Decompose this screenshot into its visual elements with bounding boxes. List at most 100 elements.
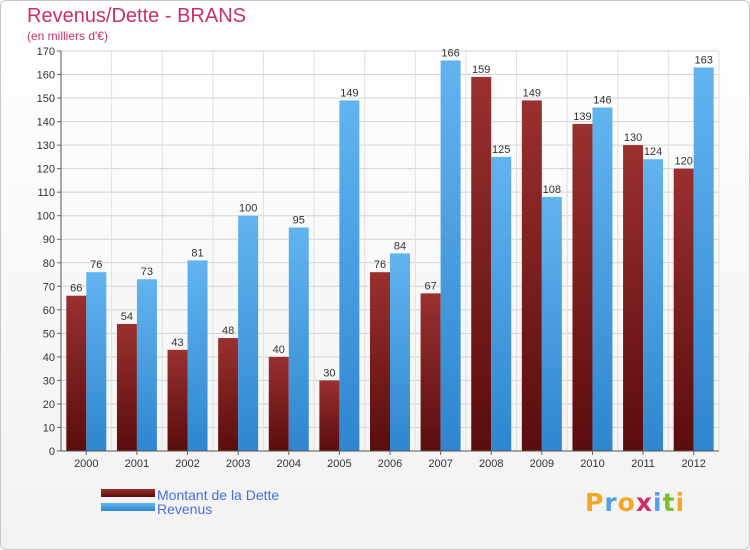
x-tick-label: 2008 — [479, 458, 503, 470]
data-label-dette-2007: 67 — [424, 280, 436, 292]
bar-dette-2008 — [471, 76, 492, 451]
axis-layer: 0 10 20 30 40 50 60 70 80 90 100 110 120 130 140 150 160… — [37, 46, 719, 470]
x-tick-label: 2010 — [580, 458, 604, 470]
y-tick-label: 100 — [37, 211, 55, 223]
y-tick-label: 0 — [49, 446, 55, 458]
data-label-dette-2004: 40 — [273, 344, 285, 356]
bar-dette-2010 — [572, 123, 593, 452]
y-tick-label: 30 — [43, 375, 55, 387]
x-tick-label: 2005 — [327, 458, 351, 470]
bar-revenus-2007 — [440, 60, 461, 451]
chart-title: Revenus/Dette - BRANS — [27, 5, 246, 27]
bar-dette-2000 — [66, 295, 87, 451]
bar-revenus-2006 — [390, 253, 410, 451]
bar-revenus-2012 — [693, 67, 714, 452]
bar-dette-2001 — [116, 323, 137, 451]
y-tick-label: 80 — [43, 258, 55, 270]
y-tick-label: 50 — [43, 328, 55, 340]
x-tick-label: 2000 — [74, 458, 98, 470]
bar-revenus-2011 — [643, 159, 664, 451]
legend-swatch-revenus — [101, 503, 155, 511]
bar-revenus-2001 — [136, 279, 157, 451]
bar-dette-2005 — [319, 380, 340, 451]
x-tick-label: 2006 — [378, 458, 402, 470]
data-label-dette-2006: 76 — [374, 259, 386, 271]
bar-dette-2002 — [167, 349, 188, 451]
logo-letter: r — [604, 488, 618, 517]
y-tick-label: 170 — [37, 46, 55, 58]
y-tick-label: 70 — [43, 281, 55, 293]
data-label-dette-2005: 30 — [323, 367, 335, 379]
data-label-revenus-2002: 81 — [191, 247, 203, 259]
bar-revenus-2002 — [187, 260, 208, 451]
data-label-revenus-2007: 166 — [441, 47, 459, 59]
data-label-dette-2009: 149 — [523, 87, 541, 99]
x-tick-label: 2003 — [226, 458, 250, 470]
bar-revenus-2010 — [592, 107, 613, 452]
bar-dette-2003 — [218, 338, 239, 451]
y-tick-label: 40 — [43, 352, 55, 364]
x-tick-label: 2004 — [277, 458, 301, 470]
bar-revenus-2003 — [238, 215, 259, 451]
data-label-revenus-2008: 125 — [492, 144, 510, 156]
data-label-revenus-2005: 149 — [340, 87, 358, 99]
logo-letter: i — [653, 488, 663, 517]
data-label-dette-2011: 130 — [624, 132, 642, 144]
logo-letter: t — [662, 488, 676, 517]
x-tick-label: 2011 — [631, 458, 655, 470]
y-tick-label: 90 — [43, 234, 55, 246]
bars-layer — [66, 60, 714, 452]
y-tick-label: 140 — [37, 117, 55, 129]
legend-label-dette: Montant de la Dette — [157, 487, 279, 503]
y-tick-label: 120 — [37, 164, 55, 176]
data-label-revenus-2009: 108 — [543, 184, 561, 196]
data-label-dette-2001: 54 — [121, 311, 133, 323]
data-label-revenus-2011: 124 — [644, 146, 662, 158]
data-label-dette-2008: 159 — [472, 64, 490, 76]
data-label-revenus-2010: 146 — [593, 94, 611, 106]
bar-dette-2009 — [521, 100, 542, 451]
data-label-dette-2002: 43 — [171, 337, 183, 349]
y-tick-label: 150 — [37, 93, 55, 105]
bar-revenus-2009 — [541, 196, 562, 451]
bar-revenus-2008 — [491, 156, 512, 451]
bar-revenus-2004 — [288, 227, 309, 451]
data-label-dette-2003: 48 — [222, 325, 234, 337]
y-tick-label: 20 — [43, 399, 55, 411]
bar-dette-2006 — [370, 272, 390, 451]
y-tick-label: 130 — [37, 140, 55, 152]
bar-revenus-2000 — [86, 272, 107, 451]
bar-revenus-2005 — [339, 100, 360, 451]
data-label-revenus-2012: 163 — [695, 54, 713, 66]
labels-layer: 66 76 54 73 43 81 48 100 40 95 30 149 76 84 67 166 159 12… — [70, 47, 713, 379]
y-tick-label: 10 — [43, 422, 55, 434]
x-tick-label: 2007 — [428, 458, 452, 470]
data-label-revenus-2004: 95 — [293, 214, 305, 226]
x-tick-label: 2012 — [681, 458, 705, 470]
data-label-dette-2010: 139 — [573, 111, 591, 123]
proxiti-logo: Proxiti — [585, 488, 685, 517]
x-tick-label: 2001 — [125, 458, 149, 470]
bar-dette-2011 — [623, 145, 644, 451]
data-label-dette-2000: 66 — [70, 283, 82, 295]
y-tick-label: 160 — [37, 70, 55, 82]
x-tick-label: 2009 — [530, 458, 554, 470]
legend-label-revenus: Revenus — [157, 501, 212, 517]
y-tick-label: 110 — [37, 187, 55, 199]
logo-letter: o — [617, 488, 636, 517]
data-label-revenus-2006: 84 — [394, 240, 406, 252]
y-tick-label: 60 — [43, 305, 55, 317]
data-label-revenus-2000: 76 — [90, 259, 102, 271]
logo-letter: i — [675, 488, 686, 517]
chart-subtitle: (en milliers d'€) — [27, 29, 108, 43]
legend-swatch-dette — [101, 489, 155, 497]
data-label-dette-2012: 120 — [675, 156, 693, 168]
logo-letter: x — [635, 488, 653, 517]
bar-dette-2007 — [420, 293, 441, 451]
bar-dette-2012 — [673, 168, 694, 451]
data-label-revenus-2003: 100 — [239, 203, 257, 215]
bar-dette-2004 — [268, 356, 289, 451]
